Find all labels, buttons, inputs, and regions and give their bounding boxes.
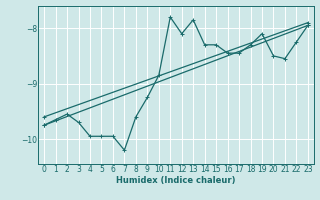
X-axis label: Humidex (Indice chaleur): Humidex (Indice chaleur) [116, 176, 236, 185]
